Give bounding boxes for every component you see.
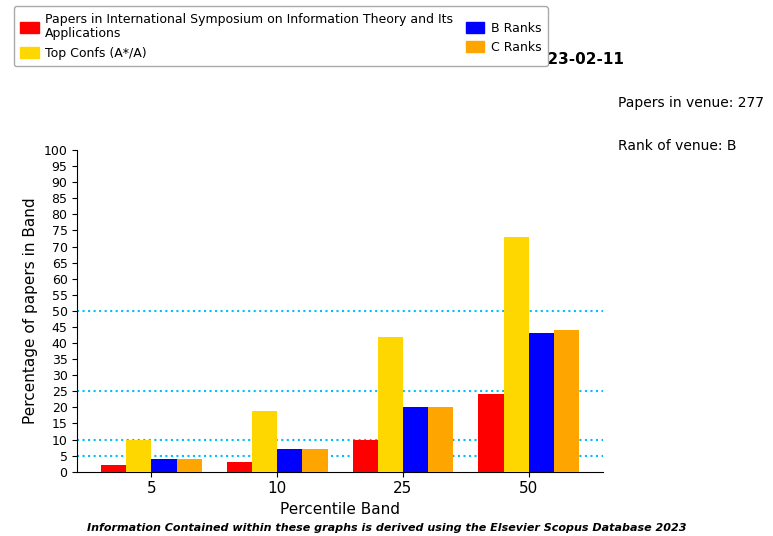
Bar xyxy=(352,440,378,472)
Bar xyxy=(126,440,152,472)
Bar xyxy=(529,333,554,472)
Text: Rank of venue: B: Rank of venue: B xyxy=(618,139,737,153)
Bar xyxy=(428,407,453,472)
Bar xyxy=(101,465,126,472)
X-axis label: Percentile Band: Percentile Band xyxy=(280,502,400,517)
Bar xyxy=(403,407,428,472)
Bar xyxy=(177,459,202,472)
Bar xyxy=(478,394,503,472)
Bar xyxy=(378,337,403,472)
Bar xyxy=(554,330,579,472)
Bar xyxy=(252,411,278,472)
Text: Papers in venue: 277: Papers in venue: 277 xyxy=(618,96,764,110)
Text: Information Contained within these graphs is derived using the Elsevier Scopus D: Information Contained within these graph… xyxy=(87,523,686,533)
Bar xyxy=(302,449,328,472)
Y-axis label: Percentage of papers in Band: Percentage of papers in Band xyxy=(23,198,38,424)
Legend: Papers in International Symposium on Information Theory and Its
Applications, To: Papers in International Symposium on Inf… xyxy=(14,6,547,66)
Bar xyxy=(503,237,529,472)
Bar xyxy=(152,459,177,472)
Text: ISITA 1390 h index FOR4604 - 2018-2019-2020, accessed: 2023-02-11: ISITA 1390 h index FOR4604 - 2018-2019-2… xyxy=(26,52,624,67)
Bar xyxy=(227,462,252,472)
Bar xyxy=(278,449,302,472)
